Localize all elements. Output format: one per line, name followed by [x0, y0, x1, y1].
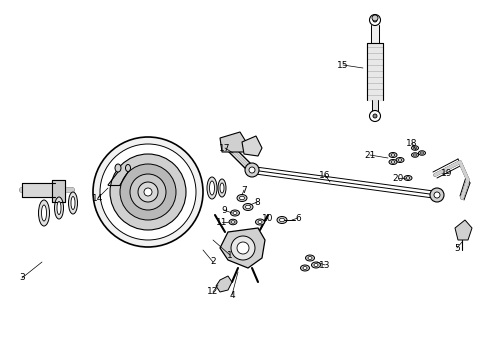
- Circle shape: [434, 192, 440, 198]
- Ellipse shape: [230, 210, 240, 216]
- Circle shape: [120, 164, 176, 220]
- Text: 9: 9: [221, 206, 227, 215]
- Ellipse shape: [277, 216, 287, 224]
- Circle shape: [372, 15, 378, 21]
- Text: 21: 21: [364, 150, 376, 159]
- Text: 5: 5: [454, 243, 460, 252]
- Polygon shape: [242, 136, 262, 156]
- Ellipse shape: [389, 159, 397, 165]
- Text: 17: 17: [219, 144, 231, 153]
- Circle shape: [231, 236, 255, 260]
- Ellipse shape: [57, 202, 61, 215]
- Ellipse shape: [207, 177, 217, 199]
- Ellipse shape: [314, 264, 318, 266]
- Text: 12: 12: [207, 288, 219, 297]
- Circle shape: [249, 167, 255, 173]
- Ellipse shape: [414, 147, 416, 149]
- Ellipse shape: [420, 152, 423, 154]
- Text: 11: 11: [216, 217, 228, 226]
- Circle shape: [369, 111, 381, 122]
- Circle shape: [430, 188, 444, 202]
- Ellipse shape: [308, 256, 312, 260]
- Text: 6: 6: [295, 213, 301, 222]
- Ellipse shape: [389, 153, 397, 158]
- Ellipse shape: [237, 194, 247, 202]
- Ellipse shape: [233, 212, 237, 215]
- Ellipse shape: [406, 177, 410, 179]
- Text: 10: 10: [262, 213, 274, 222]
- Text: 2: 2: [210, 257, 216, 266]
- Ellipse shape: [243, 203, 253, 211]
- Ellipse shape: [231, 221, 235, 223]
- Ellipse shape: [220, 183, 224, 193]
- Text: 20: 20: [392, 174, 404, 183]
- Ellipse shape: [42, 205, 47, 221]
- Polygon shape: [220, 132, 248, 152]
- Polygon shape: [220, 228, 265, 268]
- Ellipse shape: [255, 219, 265, 225]
- Text: 8: 8: [254, 198, 260, 207]
- Ellipse shape: [218, 179, 226, 197]
- Ellipse shape: [412, 153, 418, 157]
- Ellipse shape: [210, 181, 215, 195]
- Circle shape: [245, 163, 259, 177]
- Text: 14: 14: [92, 194, 104, 202]
- Text: 1: 1: [227, 251, 233, 260]
- Ellipse shape: [404, 176, 412, 180]
- Ellipse shape: [69, 192, 77, 214]
- Ellipse shape: [312, 262, 320, 268]
- Text: 3: 3: [19, 274, 25, 283]
- Ellipse shape: [71, 197, 75, 210]
- Ellipse shape: [245, 205, 250, 209]
- Ellipse shape: [305, 255, 315, 261]
- Circle shape: [373, 114, 377, 118]
- Ellipse shape: [414, 154, 416, 156]
- Ellipse shape: [115, 164, 121, 172]
- Text: 7: 7: [241, 185, 247, 194]
- Ellipse shape: [303, 266, 307, 270]
- Text: 4: 4: [229, 291, 235, 300]
- Text: 15: 15: [337, 60, 349, 69]
- Circle shape: [138, 182, 158, 202]
- Circle shape: [144, 188, 152, 196]
- Text: 19: 19: [441, 168, 453, 177]
- Polygon shape: [455, 220, 472, 240]
- Text: 13: 13: [319, 261, 331, 270]
- Ellipse shape: [412, 146, 418, 150]
- Ellipse shape: [240, 196, 245, 200]
- Ellipse shape: [258, 220, 262, 224]
- Ellipse shape: [398, 159, 402, 161]
- Text: 18: 18: [406, 139, 418, 148]
- Ellipse shape: [418, 151, 425, 155]
- Circle shape: [237, 242, 249, 254]
- Ellipse shape: [229, 219, 237, 225]
- Circle shape: [130, 174, 166, 210]
- Ellipse shape: [125, 165, 130, 171]
- Circle shape: [369, 14, 381, 26]
- Ellipse shape: [54, 197, 64, 219]
- Text: 16: 16: [319, 171, 331, 180]
- Ellipse shape: [396, 158, 404, 162]
- Circle shape: [373, 18, 377, 22]
- Ellipse shape: [391, 161, 395, 163]
- Circle shape: [100, 144, 196, 240]
- Polygon shape: [216, 276, 232, 292]
- Ellipse shape: [39, 200, 49, 226]
- Ellipse shape: [391, 154, 395, 156]
- Circle shape: [110, 154, 186, 230]
- Circle shape: [93, 137, 203, 247]
- Ellipse shape: [300, 265, 310, 271]
- Ellipse shape: [279, 218, 285, 222]
